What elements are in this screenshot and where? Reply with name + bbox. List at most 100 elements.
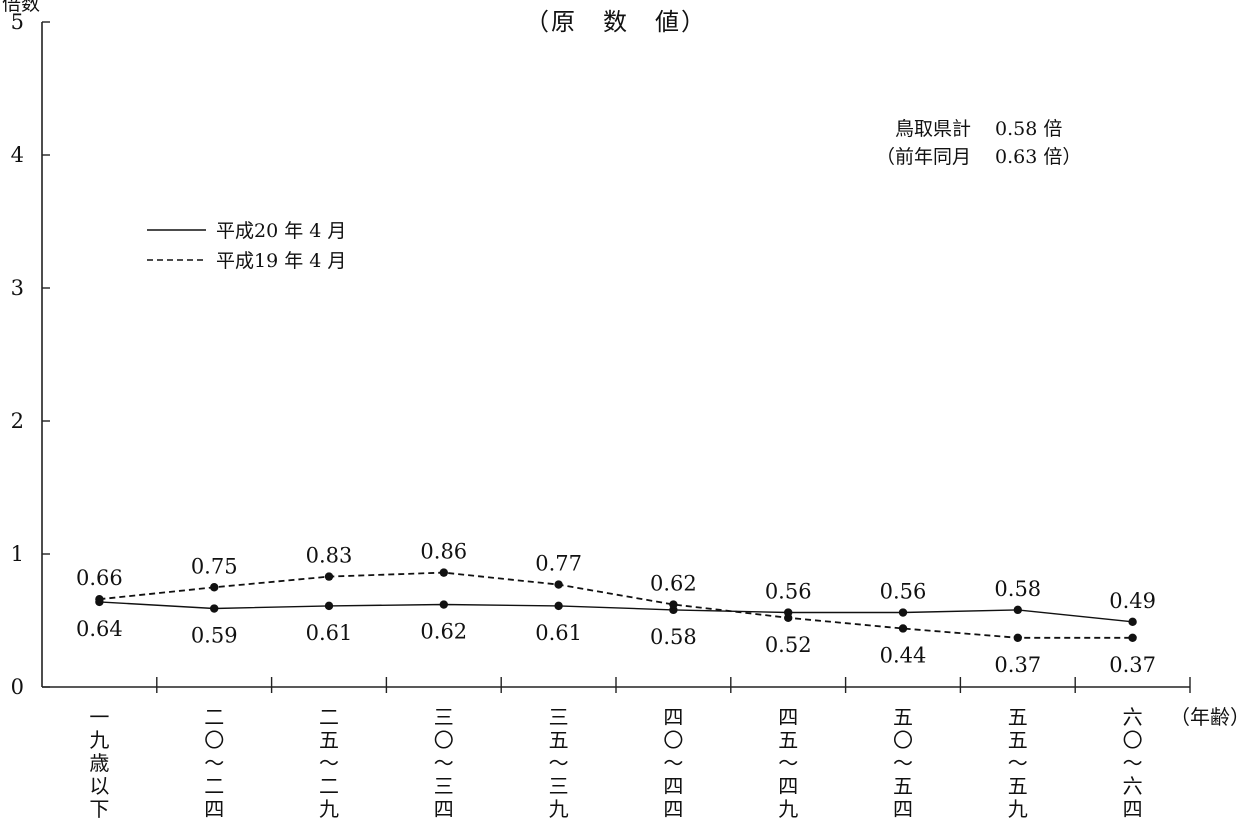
data-label-series-1: 0.61 (306, 621, 353, 645)
data-label-series-2: 0.37 (1109, 653, 1156, 677)
x-category-char: 九 (1008, 797, 1028, 821)
x-category-label: 三五～三九 (549, 705, 569, 821)
x-category-char: 四 (434, 797, 454, 821)
series-line-1 (99, 601, 1133, 623)
data-point-series-2 (210, 583, 219, 592)
data-point-series-2 (439, 568, 448, 577)
x-category-char: 〇 (434, 728, 454, 752)
annotation-line1-value: 0.58 倍 (995, 118, 1062, 140)
legend-label-series-2: 平成19 年 4 月 (216, 250, 346, 272)
x-category-char: ～ (1008, 751, 1028, 775)
x-category-char: 四 (663, 774, 683, 798)
x-category-char: 五 (893, 705, 913, 729)
x-category-label: 四〇～四四 (663, 705, 683, 821)
x-category-char: 四 (204, 797, 224, 821)
x-category-char: 〇 (663, 728, 683, 752)
data-label-series-2: 0.52 (765, 633, 812, 657)
data-label-series-1: 0.49 (1109, 589, 1156, 613)
x-category-char: 下 (89, 797, 109, 821)
data-point-series-2 (95, 595, 104, 604)
x-category-char: 歳 (89, 751, 109, 775)
y-tick-label: 3 (11, 276, 24, 300)
x-category-char: 五 (778, 728, 798, 752)
x-category-char: ～ (549, 751, 569, 775)
x-category-char: 六 (1123, 705, 1143, 729)
x-category-char: 五 (1008, 728, 1028, 752)
data-point-series-1 (324, 601, 334, 611)
x-category-char: 四 (778, 705, 798, 729)
annotation-line1-label: 鳥取県計 (895, 118, 971, 140)
data-label-series-2: 0.83 (306, 544, 353, 568)
y-tick-label: 5 (11, 10, 24, 34)
x-category-char: ～ (778, 751, 798, 775)
data-point-series-2 (324, 572, 334, 581)
x-category-char: 四 (663, 705, 683, 729)
x-category-label: 五〇～五四 (893, 705, 913, 821)
x-category-char: 四 (1123, 797, 1143, 821)
x-category-char: 六 (1123, 774, 1143, 798)
data-label-series-2: 0.77 (535, 552, 582, 576)
data-point-series-1 (1013, 605, 1022, 615)
x-category-char: 以 (89, 774, 109, 798)
x-category-label: 二五～二九 (319, 705, 339, 821)
x-category-label: 三〇～三四 (434, 705, 454, 821)
data-label-series-1: 0.62 (420, 620, 467, 644)
data-point-series-2 (554, 580, 563, 589)
x-category-char: ～ (204, 751, 224, 775)
x-category-char: 五 (1008, 774, 1028, 798)
legend-label-series-1: 平成20 年 4 月 (216, 220, 346, 242)
x-category-char: ～ (319, 751, 339, 775)
x-category-label: 二〇～二四 (204, 705, 224, 821)
x-category-label: 四五～四九 (778, 705, 798, 821)
data-point-series-2 (1013, 633, 1022, 642)
x-category-char: 二 (319, 705, 339, 729)
x-category-char: 三 (549, 774, 569, 798)
x-category-char: 〇 (1123, 728, 1143, 752)
data-point-series-2 (784, 613, 793, 623)
legend: 平成20 年 4 月 平成19 年 4 月 (147, 220, 346, 272)
data-point-series-1 (898, 608, 908, 617)
x-category-char: 二 (319, 774, 339, 798)
series-line-2 (99, 571, 1133, 639)
data-label-series-1: 0.59 (191, 624, 238, 648)
chart-title: （原 数 値） (525, 8, 707, 36)
x-category-char: 九 (778, 797, 798, 821)
x-category-char: 二 (204, 705, 224, 729)
x-category-char: 四 (663, 797, 683, 821)
x-category-char: 三 (434, 705, 454, 729)
x-category-char: 五 (893, 774, 913, 798)
y-axis-group: 0 1 2 3 4 5 (11, 10, 50, 699)
data-label-series-2: 0.44 (880, 643, 927, 667)
data-point-series-2 (898, 624, 908, 633)
x-category-char: 五 (319, 728, 339, 752)
x-category-char: ～ (1123, 751, 1143, 775)
y-tick-label: 0 (11, 675, 24, 699)
x-category-char: ～ (663, 751, 683, 775)
x-category-char: 一 (89, 705, 109, 729)
annotation-line2-label: （前年同月 (876, 146, 971, 168)
data-label-series-1: 0.58 (650, 625, 697, 649)
y-tick-label: 1 (11, 542, 24, 566)
data-point-series-1 (1128, 617, 1137, 627)
annotation-line2-value: 0.63 倍） (995, 146, 1081, 168)
data-label-series-2: 0.75 (191, 554, 238, 578)
x-category-char: 二 (204, 774, 224, 798)
x-category-char: 三 (549, 705, 569, 729)
x-category-char: 九 (89, 728, 109, 752)
data-label-series-2: 0.66 (76, 566, 123, 590)
x-category-char: 四 (778, 774, 798, 798)
x-category-char: 三 (434, 774, 454, 798)
x-category-char: 〇 (893, 728, 913, 752)
x-category-char: 九 (549, 797, 569, 821)
data-label-series-1: 0.58 (994, 577, 1041, 601)
data-label-series-1: 0.64 (76, 617, 123, 641)
data-label-series-2: 0.62 (650, 572, 697, 596)
y-tick-label: 4 (11, 143, 24, 167)
data-label-series-1: 0.56 (765, 580, 812, 604)
y-unit-label: 倍数 (2, 0, 40, 15)
data-point-series-1 (554, 601, 563, 611)
prefecture-annotation: 鳥取県計 0.58 倍 （前年同月 0.63 倍） (876, 118, 1081, 168)
x-category-char: 四 (893, 797, 913, 821)
